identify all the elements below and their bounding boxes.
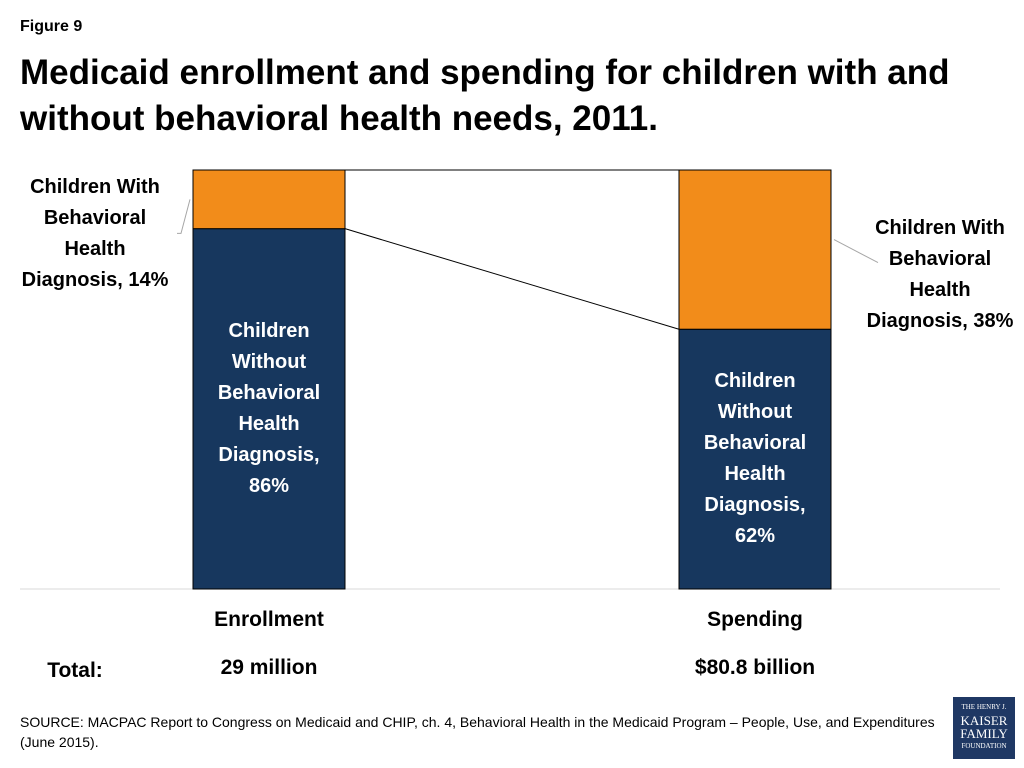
logo-line: FOUNDATION: [961, 742, 1007, 750]
x-tick-label: Enrollment: [214, 608, 324, 631]
bar-segment: [192, 169, 346, 230]
data-label: Children Without Behavioral Health Diagn…: [217, 319, 321, 497]
data-label: Children With Behavioral Health Diagnosi…: [866, 216, 1014, 332]
logo-line: FAMILY: [960, 726, 1008, 741]
data-label: Children Without Behavioral Health Diagn…: [703, 370, 807, 548]
logo-line: THE HENRY J.: [961, 703, 1007, 711]
leader-line: [833, 239, 879, 264]
connector-line: [344, 228, 680, 330]
bar-segment: [678, 328, 832, 590]
total-heading: Total:: [47, 659, 103, 682]
logo-line: KAISER: [960, 713, 1008, 728]
bar-segment: [678, 169, 832, 330]
leader-line: [177, 199, 191, 234]
chart-title: Medicaid enrollment and spending for chi…: [20, 53, 950, 138]
total-label: 29 million: [220, 656, 318, 679]
source-note: SOURCE: MACPAC Report to Congress on Med…: [20, 714, 935, 750]
data-label: Children With Behavioral Health Diagnosi…: [21, 176, 169, 292]
figure-label: Figure 9: [20, 18, 83, 35]
logo: THE HENRY J. KAISER FAMILY FOUNDATION: [953, 697, 1015, 759]
x-tick-label: Spending: [707, 608, 803, 631]
total-label: $80.8 billion: [694, 656, 816, 679]
